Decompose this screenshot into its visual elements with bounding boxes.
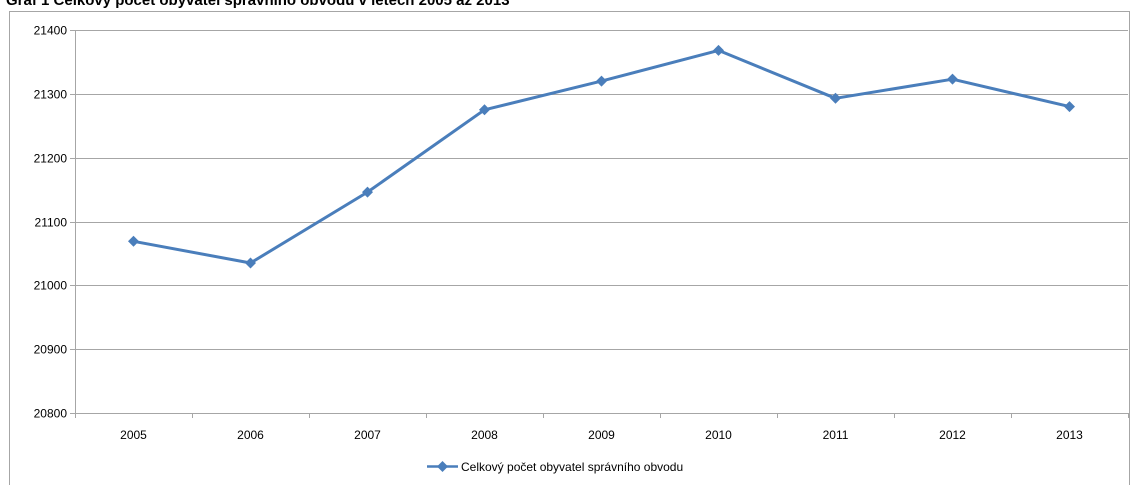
x-tick-label: 2009: [588, 428, 615, 442]
y-tick-label: 21200: [34, 152, 68, 166]
x-tick-label: 2010: [705, 428, 732, 442]
y-tick-label: 21000: [34, 279, 68, 293]
y-tick-label: 21100: [35, 216, 68, 230]
chart-title: Graf 1 Celkový počet obyvatel správního …: [6, 0, 510, 9]
data-point-marker: [479, 104, 490, 116]
chart-frame: [9, 11, 1130, 485]
gridlines: [75, 30, 1128, 414]
y-tick-label: 20800: [34, 407, 68, 421]
y-tick-label: 21400: [34, 24, 68, 38]
data-point-marker: [596, 75, 607, 87]
x-tick-label: 2006: [237, 428, 264, 442]
axes: [70, 30, 1129, 418]
x-tick-label: 2012: [939, 428, 966, 442]
data-point-marker: [128, 235, 139, 247]
x-axis-tick-labels: 2005 2006 2007 2008 2009 2010 2011 2012 2013: [120, 428, 1083, 442]
legend: Celkový počet obyvatel správního obvodu: [427, 460, 683, 474]
y-tick-label: 21300: [34, 88, 68, 102]
y-axis-tick-labels: 20800 20900 21000 21100 21200 21300 21400: [34, 24, 68, 421]
x-tick-label: 2008: [471, 428, 498, 442]
data-point-marker: [1064, 101, 1075, 113]
data-point-marker: [947, 73, 958, 85]
data-point-marker: [830, 92, 841, 104]
x-tick-label: 2007: [354, 428, 381, 442]
x-tick-label: 2013: [1056, 428, 1083, 442]
series-layer: [128, 44, 1075, 269]
x-tick-label: 2011: [823, 428, 849, 442]
x-tick-label: 2005: [120, 428, 147, 442]
data-point-marker: [362, 186, 373, 198]
legend-label: Celkový počet obyvatel správního obvodu: [461, 460, 683, 474]
legend-marker: [437, 461, 448, 472]
data-point-marker: [245, 257, 256, 269]
data-point-marker: [713, 44, 724, 56]
y-tick-label: 20900: [34, 343, 68, 357]
